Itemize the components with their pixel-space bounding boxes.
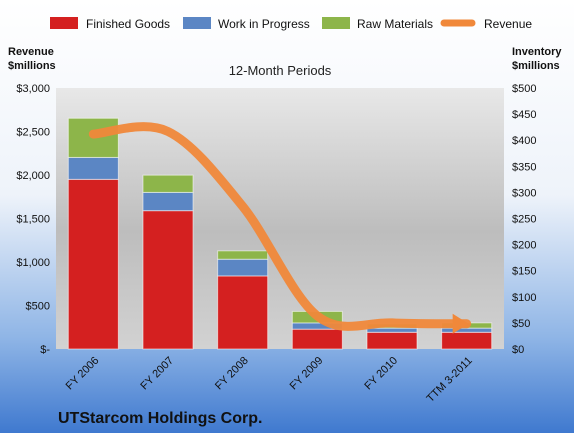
left-tick-6: $3,000 [16, 83, 50, 95]
right-tick-4: $200 [512, 240, 536, 252]
bar-work-in-progress-ttm-3-2011 [441, 327, 493, 333]
left-tick-4: $2,000 [16, 170, 50, 182]
right-tick-9: $450 [512, 109, 536, 121]
legend-label-work-in-progress: Work in Progress [218, 17, 310, 31]
bar-raw-materials-fy-2008 [217, 250, 269, 260]
right-tick-7: $350 [512, 161, 536, 173]
right-tick-8: $400 [512, 135, 536, 147]
legend-label-revenue: Revenue [484, 17, 532, 31]
right-tick-6: $300 [512, 187, 536, 199]
bar-finished-goods-fy-2008 [217, 275, 269, 350]
bar-work-in-progress-fy-2008 [217, 258, 269, 277]
bar-finished-goods-fy-2010 [366, 331, 418, 350]
left-tick-2: $1,000 [16, 257, 50, 269]
bar-work-in-progress-fy-2010 [366, 327, 418, 333]
left-axis-ticks: $- $500 $1,000 $1,500 $2,000 $2,500 $3,000 [16, 83, 50, 356]
bars [67, 117, 493, 350]
bar-work-in-progress-fy-2007 [142, 191, 194, 212]
legend-swatch-raw-materials [322, 17, 350, 29]
revenue-line-layer [88, 122, 472, 334]
line-revenue [88, 122, 472, 331]
bar-work-in-progress-fy-2006 [67, 156, 119, 180]
bar-finished-goods-ttm-3-2011 [441, 331, 493, 350]
right-tick-2: $100 [512, 292, 536, 304]
legend-swatch-finished-goods [50, 17, 78, 29]
right-axis-ticks: $0 $50 $100 $150 $200 $250 $300 $350 $400 $450 $50… [512, 83, 536, 356]
left-axis-title-line2: $millions [8, 60, 56, 72]
left-tick-1: $500 [26, 301, 50, 313]
company-name: UTStarcom Holdings Corp. [58, 410, 262, 427]
right-tick-10: $500 [512, 83, 536, 95]
bar-raw-materials-fy-2007 [142, 174, 194, 193]
right-tick-5: $250 [512, 214, 536, 226]
right-tick-0: $0 [512, 344, 524, 356]
left-tick-3: $1,500 [16, 214, 50, 226]
line-arrowhead-revenue [452, 313, 469, 334]
left-axis-title-line1: Revenue [8, 46, 54, 58]
left-tick-0: $- [40, 344, 50, 356]
bar-finished-goods-fy-2009 [291, 328, 343, 350]
legend-label-raw-materials: Raw Materials [357, 17, 433, 31]
right-tick-1: $50 [512, 318, 530, 330]
left-tick-5: $2,500 [16, 127, 50, 139]
right-tick-3: $150 [512, 266, 536, 278]
chart-subtitle: 12-Month Periods [229, 63, 332, 78]
bar-finished-goods-fy-2006 [67, 178, 119, 350]
bar-finished-goods-fy-2007 [142, 210, 194, 350]
legend-swatch-work-in-progress [183, 17, 211, 29]
right-axis-title-line2: $millions [512, 60, 560, 72]
legend: Finished Goods Work in Progress Raw Mate… [50, 17, 532, 31]
right-axis-title-line1: Inventory [512, 46, 562, 58]
legend-label-finished-goods: Finished Goods [86, 17, 170, 31]
